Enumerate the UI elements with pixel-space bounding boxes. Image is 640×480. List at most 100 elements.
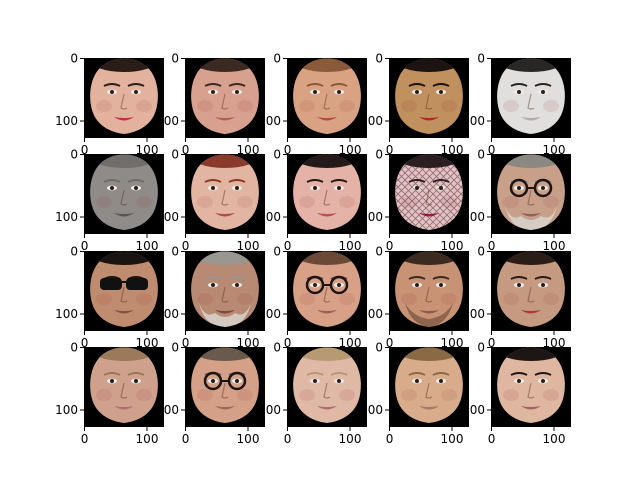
x-tick-label: 100	[339, 239, 362, 253]
x-tick-label: 0	[81, 336, 89, 350]
x-tick-label: 100	[136, 336, 159, 350]
y-tick-label: 0	[375, 52, 383, 66]
face-image	[497, 154, 565, 230]
face-panel: 0 100 0 100	[360, 148, 469, 253]
x-tick-label: 100	[237, 432, 260, 446]
face-image	[497, 347, 565, 423]
x-tick-label: 0	[386, 239, 394, 253]
face-image	[90, 58, 158, 134]
x-tick-label: 100	[441, 143, 464, 157]
x-tick-label: 0	[182, 143, 190, 157]
y-tick-label: 100	[360, 210, 383, 224]
face-panel: 0 100 0 100	[156, 245, 265, 350]
y-tick-label: 0	[171, 52, 179, 66]
panels-layer: 0 100 0 100 0 100 0 100 0 100 0 100 0 100 0 100 0 100 0 100…	[55, 52, 571, 446]
x-tick-label: 0	[182, 432, 190, 446]
x-tick-label: 0	[81, 143, 89, 157]
face-panel: 0 100 0 100	[156, 52, 265, 157]
x-tick-label: 0	[81, 239, 89, 253]
y-tick-label: 100	[462, 114, 485, 128]
face-image	[395, 251, 463, 327]
x-tick-label: 100	[339, 432, 362, 446]
x-tick-label: 100	[237, 239, 260, 253]
x-tick-label: 100	[543, 239, 566, 253]
face-panel: 0 100 0 100	[360, 245, 469, 350]
y-tick-label: 0	[375, 341, 383, 355]
y-tick-label: 100	[55, 307, 78, 321]
y-tick-label: 0	[70, 52, 78, 66]
face-image	[293, 347, 361, 423]
x-tick-label: 0	[284, 143, 292, 157]
face-image	[191, 154, 259, 230]
y-tick-label: 0	[477, 341, 485, 355]
face-image	[293, 58, 361, 134]
x-tick-label: 100	[441, 239, 464, 253]
x-tick-label: 0	[386, 432, 394, 446]
x-tick-label: 100	[237, 143, 260, 157]
face-image	[191, 58, 259, 134]
x-tick-label: 100	[136, 432, 159, 446]
y-tick-label: 100	[55, 114, 78, 128]
x-tick-label: 100	[339, 336, 362, 350]
x-tick-label: 100	[543, 432, 566, 446]
y-tick-label: 100	[258, 403, 281, 417]
y-tick-label: 100	[360, 403, 383, 417]
face-panel: 0 100 0 100	[55, 245, 164, 350]
face-panel: 0 100 0 100	[462, 148, 571, 253]
face-image	[497, 58, 565, 134]
y-tick-label: 100	[156, 307, 179, 321]
y-tick-label: 100	[156, 114, 179, 128]
face-panel: 0 100 0 100	[55, 52, 164, 157]
face-panel: 0 100 0 100	[258, 341, 367, 446]
y-tick-label: 0	[375, 148, 383, 162]
y-tick-label: 100	[55, 210, 78, 224]
face-panel: 0 100 0 100	[360, 52, 469, 157]
y-tick-label: 0	[171, 341, 179, 355]
face-image	[395, 347, 463, 423]
x-tick-label: 0	[182, 239, 190, 253]
face-image	[395, 58, 463, 134]
face-panel: 0 100 0 100	[462, 245, 571, 350]
y-tick-label: 100	[258, 114, 281, 128]
y-tick-label: 0	[70, 341, 78, 355]
x-tick-label: 100	[441, 432, 464, 446]
face-panel: 0 100 0 100	[258, 245, 367, 350]
y-tick-label: 0	[375, 245, 383, 259]
y-tick-label: 100	[360, 307, 383, 321]
y-tick-label: 100	[462, 403, 485, 417]
y-tick-label: 0	[273, 52, 281, 66]
x-tick-label: 100	[543, 336, 566, 350]
face-panel: 0 100 0 100	[258, 148, 367, 253]
x-tick-label: 100	[339, 143, 362, 157]
face-image	[191, 347, 259, 423]
face-image	[293, 154, 361, 230]
face-panel: 0 100 0 100	[462, 341, 571, 446]
y-tick-label: 100	[156, 210, 179, 224]
x-tick-label: 100	[543, 143, 566, 157]
x-tick-label: 100	[237, 336, 260, 350]
y-tick-label: 0	[70, 245, 78, 259]
x-tick-label: 0	[488, 143, 496, 157]
x-tick-label: 0	[488, 432, 496, 446]
x-tick-label: 0	[488, 336, 496, 350]
face-panel: 0 100 0 100	[360, 341, 469, 446]
y-tick-label: 100	[258, 307, 281, 321]
y-tick-label: 100	[360, 114, 383, 128]
x-tick-label: 0	[284, 432, 292, 446]
x-tick-label: 100	[441, 336, 464, 350]
x-tick-label: 0	[182, 336, 190, 350]
x-tick-label: 100	[136, 239, 159, 253]
y-tick-label: 100	[258, 210, 281, 224]
x-tick-label: 0	[488, 239, 496, 253]
face-panel: 0 100 0 100	[156, 148, 265, 253]
face-image	[497, 251, 565, 327]
face-image	[90, 251, 158, 327]
x-tick-label: 100	[136, 143, 159, 157]
y-tick-label: 0	[171, 148, 179, 162]
face-image	[191, 251, 259, 327]
face-image	[90, 347, 158, 423]
x-tick-label: 0	[386, 336, 394, 350]
x-tick-label: 0	[81, 432, 89, 446]
x-tick-label: 0	[386, 143, 394, 157]
face-image	[293, 251, 361, 327]
